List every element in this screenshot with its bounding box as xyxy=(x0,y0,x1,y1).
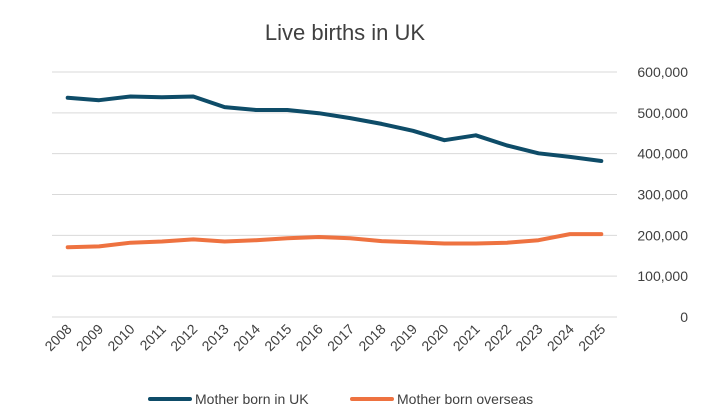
gridlines xyxy=(52,71,617,318)
y-tick-label: 400,000 xyxy=(637,146,688,162)
y-axis-tick-labels: 0 100,000 200,000 300,000 400,000 500,000 600,… xyxy=(637,64,688,325)
x-tick-label: 2012 xyxy=(167,321,200,354)
x-tick-label: 2008 xyxy=(41,321,74,354)
x-tick-label: 2015 xyxy=(261,321,294,354)
y-tick-label: 500,000 xyxy=(637,105,688,121)
x-tick-label: 2011 xyxy=(136,321,169,354)
x-tick-label: 2025 xyxy=(575,321,608,354)
x-tick-label: 2009 xyxy=(73,321,106,354)
legend: Mother born in UK Mother born overseas xyxy=(148,391,533,407)
x-tick-label: 2013 xyxy=(198,321,231,354)
x-tick-label: 2021 xyxy=(450,321,483,354)
x-axis-tick-labels: 2008200920102011201220132014201520162017… xyxy=(41,321,608,354)
series-line-mother-born-overseas xyxy=(65,232,604,250)
y-tick-label: 0 xyxy=(680,309,688,325)
x-tick-label: 2010 xyxy=(104,321,137,354)
x-tick-label: 2023 xyxy=(512,321,545,354)
x-tick-label: 2014 xyxy=(230,321,263,354)
y-tick-label: 100,000 xyxy=(637,268,688,284)
chart-title: Live births in UK xyxy=(265,20,426,45)
x-tick-label: 2024 xyxy=(544,321,577,354)
x-tick-label: 2018 xyxy=(355,321,388,354)
x-tick-label: 2022 xyxy=(481,321,514,354)
y-tick-label: 300,000 xyxy=(637,187,688,203)
x-tick-label: 2016 xyxy=(293,321,326,354)
series-line-mother-born-in-uk xyxy=(65,94,604,163)
legend-label: Mother born in UK xyxy=(195,391,309,407)
x-tick-label: 2019 xyxy=(387,321,420,354)
y-tick-label: 200,000 xyxy=(637,227,688,243)
x-tick-label: 2020 xyxy=(418,321,451,354)
legend-label: Mother born overseas xyxy=(397,391,533,407)
series-lines xyxy=(65,94,604,250)
y-tick-label: 600,000 xyxy=(637,64,688,80)
x-tick-label: 2017 xyxy=(324,321,357,354)
